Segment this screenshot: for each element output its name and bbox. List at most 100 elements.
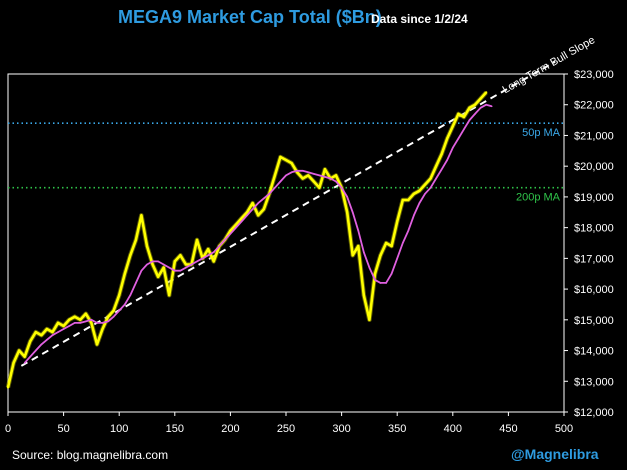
series-0-point (51, 330, 54, 334)
series-0-point (396, 220, 399, 223)
series-1-point (379, 282, 382, 284)
y-tick-label: $18,000 (574, 223, 614, 235)
plot-frame (7, 73, 565, 413)
y-tick-label: $16,000 (574, 284, 614, 296)
series-1-point (57, 331, 59, 333)
series-1-point (157, 260, 159, 263)
series-0-point (284, 158, 288, 162)
series-0-point (290, 161, 293, 165)
series-1-point (474, 113, 476, 115)
series-0-point (345, 211, 349, 214)
series-0-point (106, 315, 110, 318)
series-1-point (285, 174, 287, 177)
series-0-point (62, 324, 65, 328)
reference-line-label-1: 200p MA (516, 192, 561, 204)
y-tick-label: $19,000 (574, 192, 614, 204)
series-1-point (79, 322, 82, 324)
series-1-point (340, 186, 343, 189)
series-0-point (206, 247, 210, 251)
series-1-point (279, 180, 282, 183)
series-0-point (473, 103, 477, 106)
series-0-point (140, 214, 143, 217)
series-0-point (312, 180, 315, 183)
series-1-point (490, 105, 493, 108)
series-1-point (235, 226, 237, 229)
series-1-point (246, 214, 248, 217)
series-0-point (67, 318, 71, 322)
series-1-point (112, 315, 115, 318)
series-1-point (307, 171, 310, 174)
series-0-point (446, 137, 449, 140)
series-1-point (418, 202, 421, 204)
x-tick-label: 250 (277, 423, 295, 435)
series-0-point (240, 217, 243, 220)
series-0-point (301, 177, 304, 180)
series-0-point (40, 333, 43, 337)
series-0-point (245, 211, 249, 214)
series-0-point (12, 361, 15, 365)
series-1-point (429, 186, 432, 189)
series-1-point (452, 146, 454, 149)
series-0-point (484, 91, 488, 94)
series-0-point (29, 340, 32, 343)
series-1-point (329, 177, 332, 180)
series-1-point (190, 263, 193, 266)
series-1-point (35, 349, 37, 352)
series-1-point (207, 254, 209, 257)
series-0-point (251, 201, 254, 205)
series-1-point (324, 176, 326, 178)
series-0-point (273, 174, 277, 177)
series-0-point (390, 244, 393, 248)
series-0-point (79, 318, 82, 322)
series-1-point (407, 229, 410, 232)
y-tick-label: $23,000 (574, 69, 614, 81)
series-0-point (173, 260, 176, 263)
series-0-point (34, 330, 37, 334)
series-0-point (379, 254, 382, 257)
series-1-point (174, 269, 176, 272)
series-1-point (257, 202, 260, 204)
series-1-point (351, 211, 354, 214)
series-0-point (334, 174, 338, 177)
series-0-point (323, 168, 327, 171)
series-0-point (429, 177, 432, 180)
series-1-point (162, 263, 165, 266)
author-handle: @Magnelibra (511, 446, 599, 462)
series-0-point (412, 192, 416, 196)
series-1-point (424, 193, 426, 195)
series-0-point (168, 294, 171, 297)
series-1-point (123, 303, 126, 306)
series-1-point (196, 260, 198, 263)
series-1-point (224, 239, 226, 241)
x-tick-label: 50 (57, 423, 69, 435)
series-0-point (234, 223, 238, 226)
series-0-point (90, 321, 93, 325)
series-0-point (84, 312, 88, 315)
series-1-point (463, 128, 465, 131)
trend-line (20, 60, 556, 367)
series-0-point (162, 266, 165, 269)
series-0-point (23, 355, 26, 358)
series-1-point (107, 320, 109, 323)
series-1-point (68, 325, 70, 327)
series-1-point (85, 320, 87, 323)
series-0-point (368, 318, 371, 322)
series-0-point (418, 189, 421, 192)
x-tick-label: 0 (5, 423, 11, 435)
series-1-point (396, 257, 399, 260)
series-1-point (485, 103, 487, 106)
series-1-point (201, 257, 204, 260)
series-0-point (440, 152, 443, 156)
x-tick-label: 300 (332, 423, 350, 435)
series-1-point (357, 229, 360, 232)
series-1-point (301, 169, 304, 172)
y-tick-label: $17,000 (574, 253, 614, 265)
y-tick-label: $14,000 (574, 346, 614, 358)
series-0-point (156, 275, 160, 278)
series-1-point (101, 322, 104, 324)
chart-subtitle: Data since 1/2/24 (371, 12, 468, 26)
y-tick-label: $21,000 (574, 130, 614, 142)
series-line-0 (6, 91, 488, 388)
series-1-point (46, 338, 48, 341)
series-0-point (362, 294, 366, 297)
